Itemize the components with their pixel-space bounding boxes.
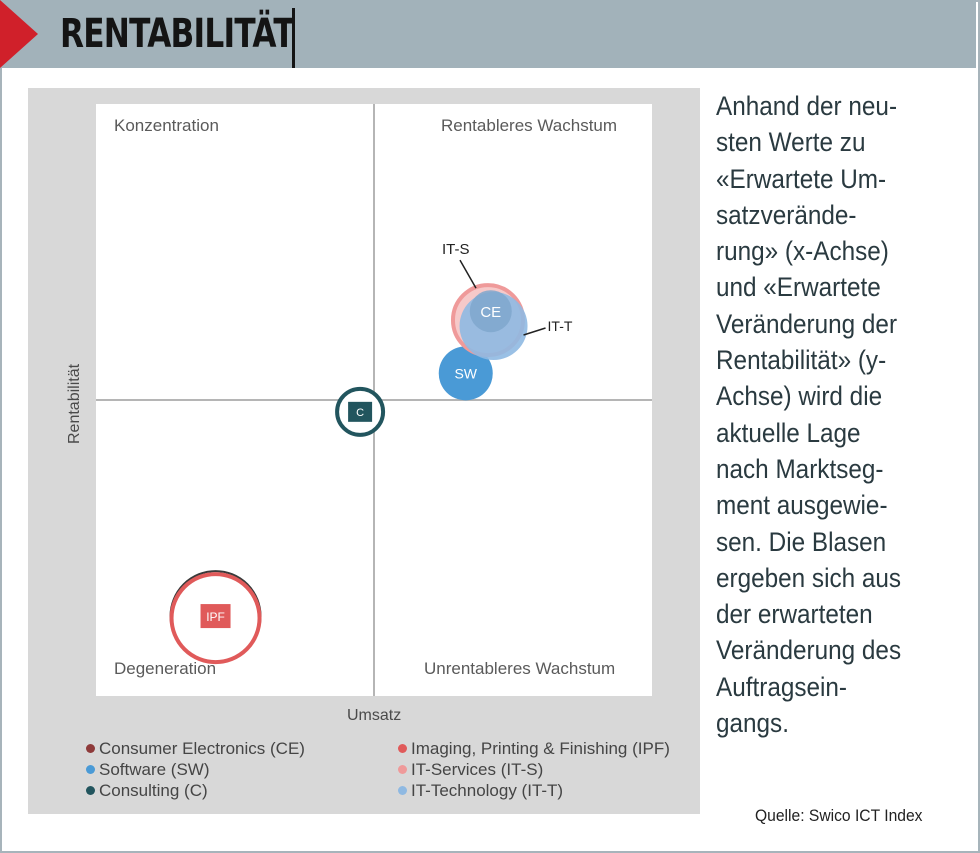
text-line: ment ausgewie- — [716, 490, 888, 521]
text-line: Rentabilität» (y- — [716, 345, 887, 376]
callout-line-it-t — [523, 327, 546, 336]
title-banner: RENTABILITÄT — [0, 0, 976, 68]
text-line: und «Erwartete — [716, 272, 881, 303]
legend-label-c: Consulting (C) — [99, 781, 208, 800]
legend-item-it-s: IT-Services (IT-S) — [398, 760, 543, 780]
text-line: sen. Die Blasen — [716, 526, 887, 557]
text-line: ergeben sich aus — [716, 562, 902, 593]
legend-label-ipf: Imaging, Printing & Finishing (IPF) — [411, 739, 670, 758]
text-line: Auftragsein- — [716, 671, 848, 702]
explanation-text: Anhand der neu- sten Werte zu «Erwartete… — [716, 88, 941, 741]
source-note: Quelle: Swico ICT Index — [755, 806, 923, 825]
text-line: Achse) wird die — [716, 381, 883, 412]
bubble-ce-label: CE — [480, 304, 501, 321]
bubble-sw — [438, 346, 493, 401]
callout-line-it-s — [459, 259, 477, 289]
legend-item-it-t: IT-Technology (IT-T) — [398, 781, 563, 801]
legend-marker-ce — [86, 744, 95, 753]
text-line: satzverände- — [716, 199, 857, 230]
title-divider — [292, 8, 295, 68]
legend-label-it-t: IT-Technology (IT-T) — [411, 781, 564, 800]
bubble-ipf-label-box — [200, 604, 231, 629]
bubbles-group: IPF C SW CE IT-S IT-T — [169, 241, 573, 665]
text-line: Anhand der neu- — [716, 91, 898, 121]
bubble-c-label-box — [348, 401, 373, 422]
bubble-c-label: C — [356, 407, 364, 419]
legend-item-sw: Software (SW) — [86, 760, 210, 780]
bubble-it-s-label: IT-S — [442, 241, 470, 258]
legend-marker-ipf — [398, 744, 407, 753]
legend-marker-sw — [86, 765, 95, 774]
legend-label-sw: Software (SW) — [99, 760, 210, 779]
text-line: Veränderung der — [716, 308, 898, 339]
text-line: aktuelle Lage — [716, 417, 861, 448]
text-line: nach Marktseg- — [716, 453, 884, 484]
bubble-sw-label: SW — [454, 365, 477, 381]
y-axis-label: Rentabilität — [66, 363, 83, 444]
bubble-ipf-label: IPF — [206, 610, 225, 624]
quadrant-label-top-left: Konzentration — [114, 116, 219, 135]
x-axis-label: Umsatz — [347, 707, 402, 724]
legend-marker-it-s — [398, 765, 407, 774]
text-line: der erwarteten — [716, 599, 873, 630]
bubble-ce — [469, 290, 512, 333]
legend-item-ce: Consumer Electronics (CE) — [86, 739, 305, 759]
text-line: rung» (x-Achse) — [716, 236, 889, 267]
legend-label-ce: Consumer Electronics (CE) — [99, 739, 305, 758]
quadrant-label-bottom-right: Unrentableres Wachstum — [424, 659, 616, 678]
legend-item-c: Consulting (C) — [86, 781, 208, 801]
red-arrow-marker — [0, 0, 38, 68]
bubble-it-t-label: IT-T — [548, 318, 573, 334]
page-title: RENTABILITÄT — [60, 11, 295, 57]
text-line: gangs. — [716, 708, 789, 739]
legend-marker-c — [86, 786, 95, 795]
text-line: «Erwartete Um- — [716, 163, 887, 194]
legend-item-ipf: Imaging, Printing & Finishing (IPF) — [398, 739, 670, 759]
quadrant-label-top-right: Rentableres Wachstum — [441, 116, 618, 135]
quadrant-label-bottom-left: Degeneration — [114, 659, 217, 678]
text-line: Veränderung des — [716, 635, 902, 666]
text-line: sten Werte zu — [716, 127, 866, 158]
legend-marker-it-t — [398, 786, 407, 795]
legend-label-it-s: IT-Services (IT-S) — [411, 760, 544, 779]
